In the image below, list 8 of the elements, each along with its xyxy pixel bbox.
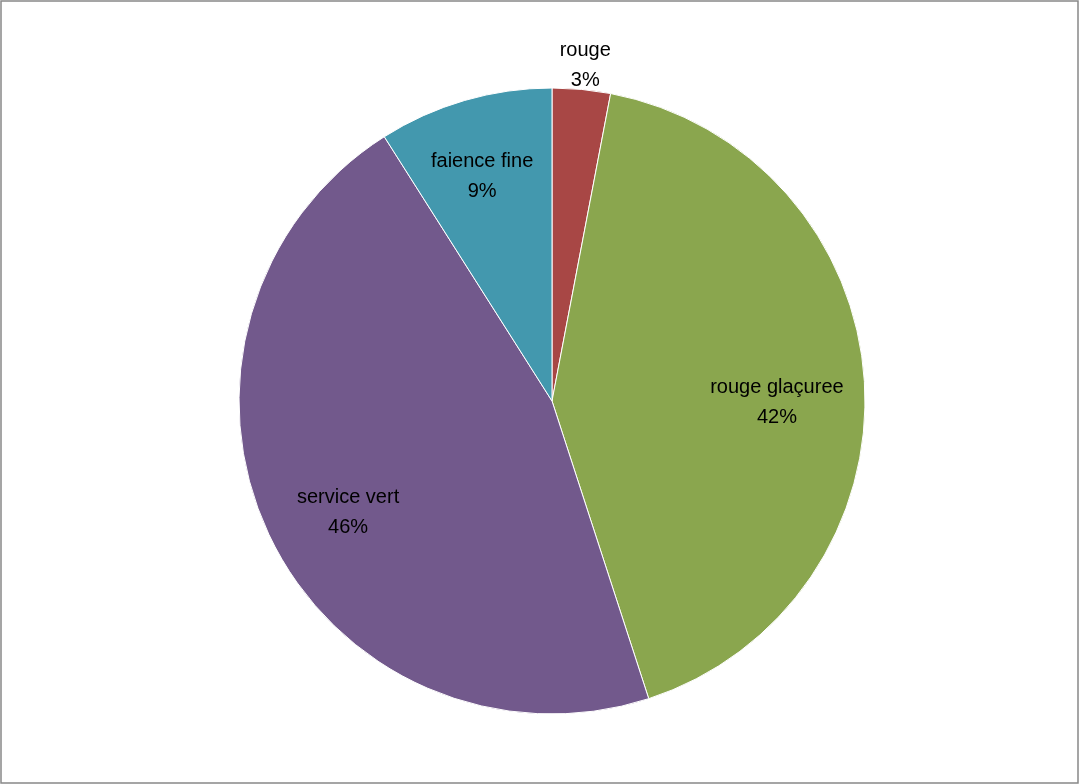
slice-label: faience fine bbox=[430, 148, 534, 171]
data-label: 9% bbox=[467, 178, 497, 201]
data-label: 46% bbox=[328, 514, 369, 537]
slice-label: service vert bbox=[296, 484, 400, 507]
data-label: 42% bbox=[756, 404, 798, 427]
data-label: 3% bbox=[570, 67, 600, 90]
slice-label: rouge glaçuree bbox=[710, 374, 844, 397]
slice-label: rouge bbox=[559, 37, 611, 60]
